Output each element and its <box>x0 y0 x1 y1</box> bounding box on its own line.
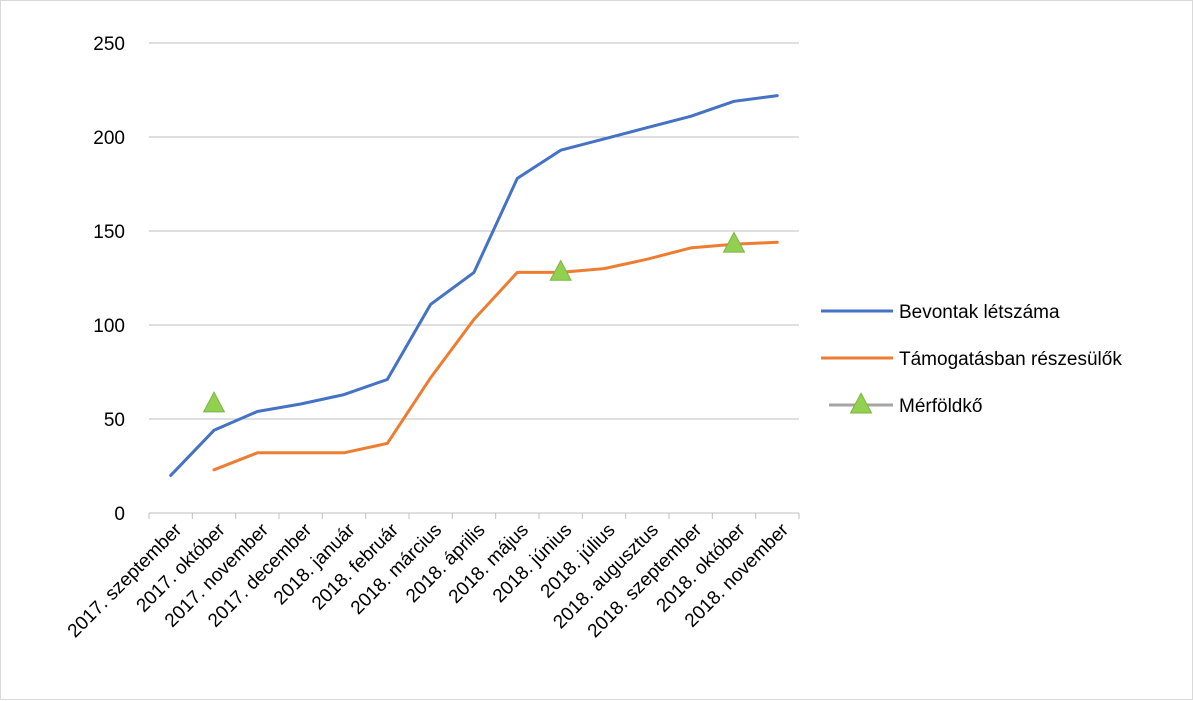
legend-label: Támogatásban részesülők <box>899 349 1122 370</box>
series-line-0 <box>169 94 779 477</box>
milestone-markers <box>202 231 746 413</box>
legend-label: Mérföldkő <box>899 396 982 417</box>
milestone-marker <box>202 391 226 413</box>
legend: Bevontak létszáma Támogatásban részesülők… <box>821 302 1122 417</box>
y-tick-label: 150 <box>93 222 125 243</box>
y-axis-tick-labels: 0 50 100 150 200 250 <box>93 34 125 525</box>
milestone-marker <box>722 231 746 253</box>
y-tick-label: 200 <box>93 128 125 149</box>
axes <box>148 512 800 519</box>
y-tick-label: 0 <box>114 504 125 525</box>
milestone-marker <box>549 259 572 281</box>
legend-label: Bevontak létszáma <box>899 302 1060 323</box>
y-tick-label: 250 <box>93 34 125 55</box>
y-tick-label: 100 <box>93 316 125 337</box>
legend-swatch-marker <box>849 392 873 414</box>
series-lines <box>169 94 779 477</box>
gridlines <box>149 42 799 420</box>
y-tick-label: 50 <box>104 410 125 431</box>
series-line-1 <box>212 240 779 472</box>
